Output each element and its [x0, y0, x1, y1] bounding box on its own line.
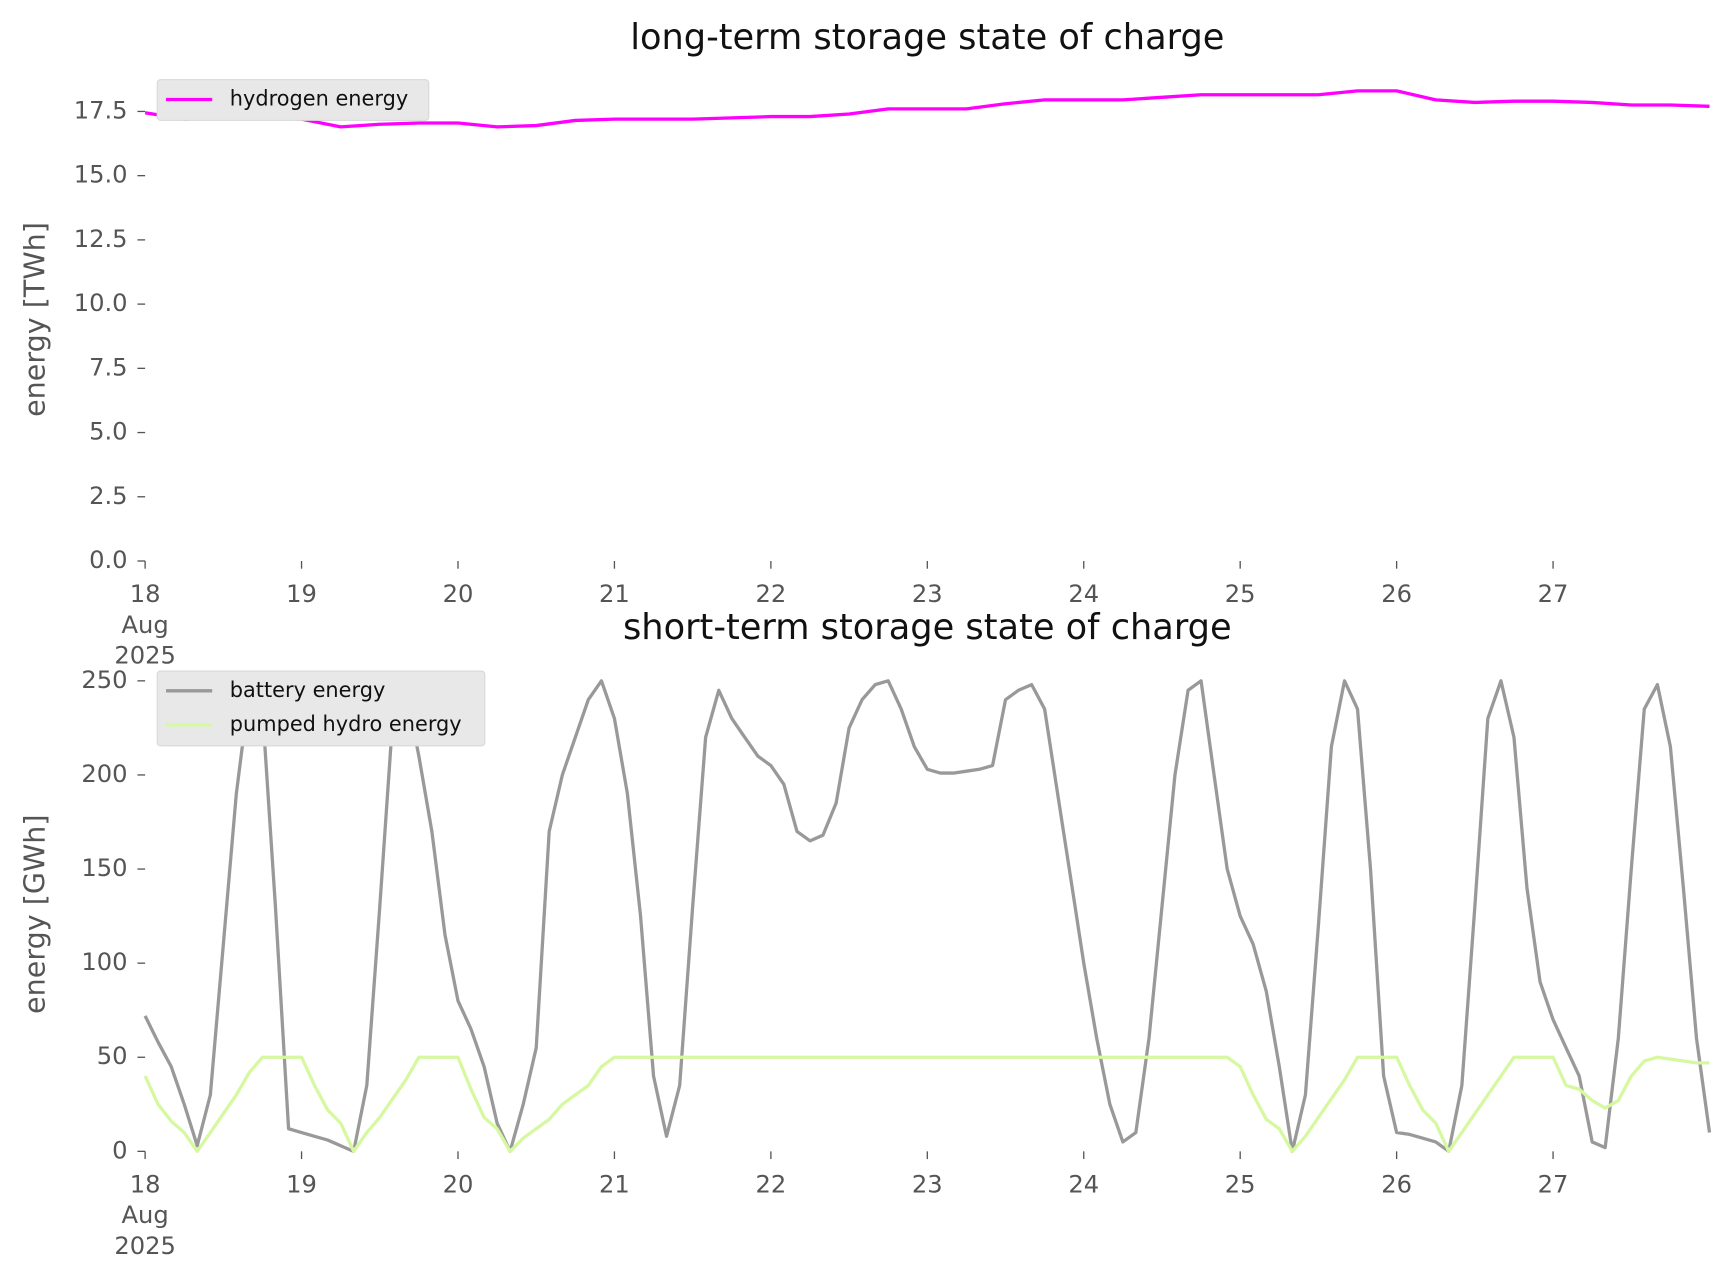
- series-line: [143, 679, 1712, 1154]
- x-tick-label: 25: [1225, 1170, 1256, 1198]
- legend-box: [156, 670, 486, 747]
- y-tick-label: 7.5: [89, 353, 127, 381]
- y-tick-label: 17.5: [74, 96, 128, 124]
- chart-title: short-term storage state of charge: [623, 607, 1232, 648]
- x-tick-label: 25: [1225, 580, 1256, 608]
- legend-box: [156, 79, 430, 121]
- x-tick-label: 20: [443, 1170, 474, 1198]
- y-axis-label: energy [TWh]: [17, 222, 51, 417]
- x-tick-label: 22: [755, 580, 786, 608]
- y-tick-label: 100: [81, 948, 127, 976]
- y-tick-label: 200: [81, 760, 127, 788]
- y-tick-label: 150: [81, 854, 127, 882]
- legend-label: hydrogen energy: [230, 86, 408, 110]
- y-tick-label: 0: [112, 1136, 127, 1164]
- x-tick-label: 26: [1381, 1170, 1412, 1198]
- legend: battery energy pumped hydro energy: [156, 670, 486, 747]
- x-tick-label: 20: [443, 580, 474, 608]
- x-tick-label: 23: [912, 580, 943, 608]
- x-tick-label: 27: [1538, 580, 1569, 608]
- x-tick-label: 19: [286, 580, 317, 608]
- series-line: [143, 1055, 1710, 1154]
- x-tick-label: 24: [1068, 580, 1099, 608]
- x-tick-label: 18 Aug 2025: [114, 1170, 176, 1260]
- x-tick-label: 24: [1068, 1170, 1099, 1198]
- y-tick-label: 15.0: [74, 161, 128, 189]
- x-tick-label: 21: [599, 1170, 630, 1198]
- y-tick-label: 10.0: [74, 289, 128, 317]
- y-tick-label: 12.5: [74, 225, 128, 253]
- y-tick-label: 2.5: [89, 482, 127, 510]
- legend-label: pumped hydro energy: [230, 712, 462, 736]
- x-tick-label: 23: [912, 1170, 943, 1198]
- y-tick-label: 250: [81, 666, 127, 694]
- y-tick-label: 50: [97, 1042, 128, 1070]
- x-tick-label: 27: [1538, 1170, 1569, 1198]
- chart-title: long-term storage state of charge: [630, 17, 1224, 58]
- y-axis-label: energy [GWh]: [17, 814, 51, 1013]
- x-tick-label: 26: [1381, 580, 1412, 608]
- y-tick-label: 0.0: [89, 546, 127, 574]
- y-tick-label: 5.0: [89, 418, 127, 446]
- x-tick-label: 21: [599, 580, 630, 608]
- x-tick-label: 18 Aug 2025: [114, 580, 176, 670]
- series-line: [144, 89, 1710, 129]
- legend-label: battery energy: [230, 678, 386, 702]
- x-tick-label: 19: [286, 1170, 317, 1198]
- x-tick-label: 22: [755, 1170, 786, 1198]
- legend: hydrogen energy: [156, 79, 430, 121]
